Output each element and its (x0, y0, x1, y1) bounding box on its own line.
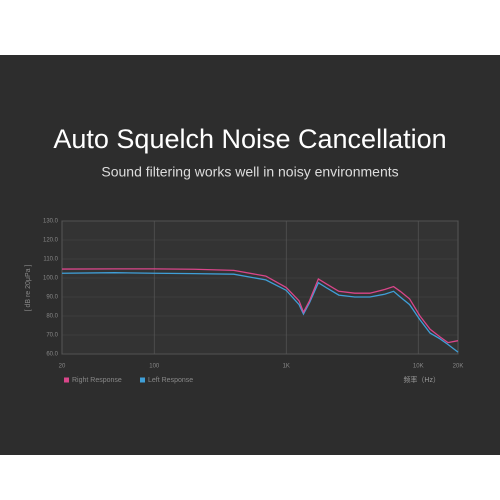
y-tick-label: 120.0 (43, 238, 59, 244)
x-tick-label: 20 (59, 364, 66, 370)
x-axis-label: 频率（Hz） (403, 375, 440, 384)
x-tick-label: 100 (149, 364, 160, 370)
response-line (61, 268, 459, 344)
y-tick-label: 130.0 (43, 219, 59, 225)
y-tick-label: 110.0 (43, 257, 58, 263)
legend-swatch (140, 377, 145, 383)
legend-swatch (64, 377, 69, 383)
legend-label: Right Response (72, 377, 122, 384)
title: Auto Squelch Noise Cancellation (53, 124, 446, 154)
x-tick-label: 20K (453, 364, 464, 370)
plot-area (61, 220, 459, 355)
y-tick-label: 100.0 (43, 276, 59, 282)
y-tick-label: 80.0 (46, 314, 58, 320)
y-axis-label: [ dB re 20μPa ] (25, 265, 32, 312)
response-line (61, 272, 459, 353)
y-tick-label: 60.0 (46, 352, 58, 358)
subtitle: Sound filtering works well in noisy envi… (101, 164, 398, 180)
y-tick-label: 90.0 (46, 295, 58, 301)
x-tick-label: 1K (283, 364, 290, 370)
x-tick-label: 10K (413, 364, 424, 370)
y-tick-label: 70.0 (46, 333, 58, 339)
legend-label: Left Response (148, 377, 193, 384)
